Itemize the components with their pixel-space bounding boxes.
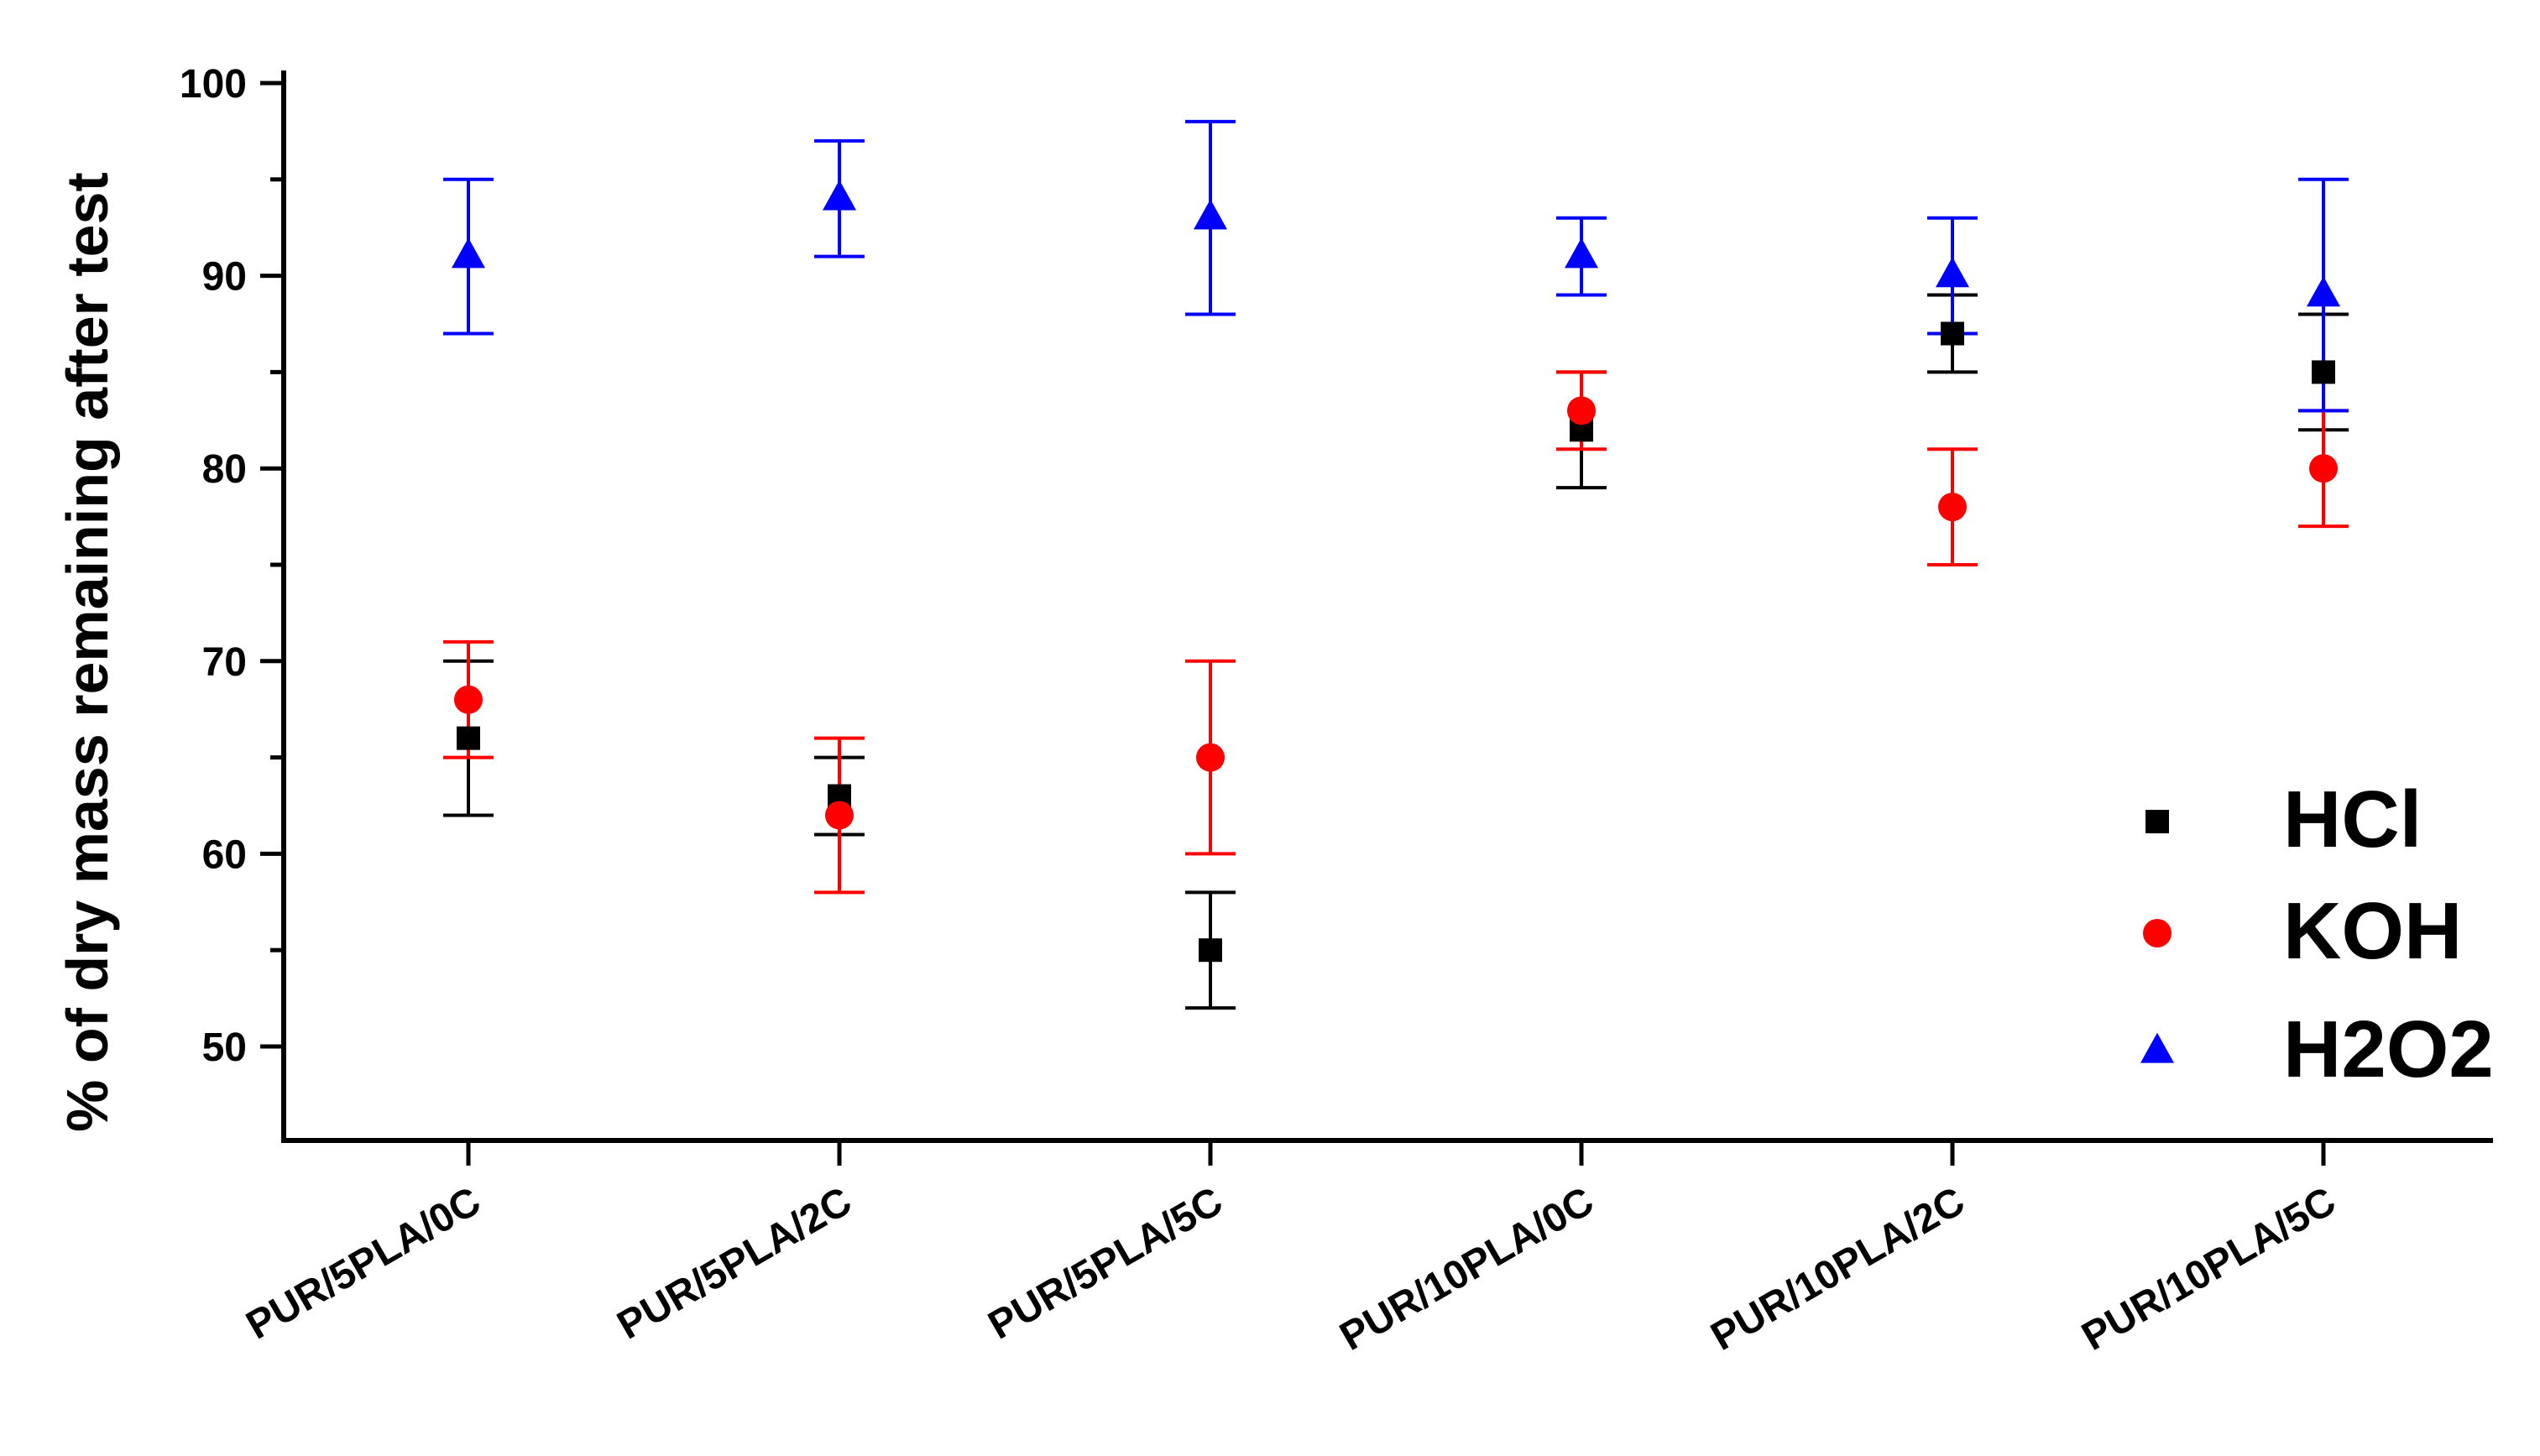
data-point-H2O2	[1565, 237, 1598, 269]
data-point-KOH	[454, 685, 483, 714]
legend-marker-KOH	[2143, 919, 2172, 947]
x-tick-label: PUR/10PLA/5C	[2075, 1179, 2344, 1359]
data-point-H2O2	[1194, 199, 1227, 230]
data-point-KOH	[825, 801, 854, 830]
data-point-HCl	[1199, 938, 1222, 963]
legend-marker-HCl	[2145, 810, 2169, 833]
y-tick-label: 100	[180, 62, 247, 107]
legend-label-H2O2: H2O2	[2283, 1005, 2494, 1094]
data-point-H2O2	[452, 237, 485, 269]
y-tick-label: 80	[202, 447, 247, 492]
data-point-HCl	[1941, 321, 1964, 346]
legend: HCl KOH H2O2	[2140, 775, 2494, 1094]
legend-marker-H2O2	[2140, 1032, 2174, 1063]
y-axis-title: % of dry mass remaining after test	[55, 172, 120, 1132]
data-point-H2O2	[1936, 257, 1969, 288]
error-bars	[443, 119, 2349, 1010]
x-tick-label: PUR/5PLA/0C	[239, 1179, 489, 1349]
y-tick-label: 50	[202, 1025, 247, 1070]
data-point-KOH	[1196, 743, 1225, 772]
data-point-KOH	[2309, 454, 2338, 483]
data-point-HCl	[2312, 360, 2335, 384]
axes	[281, 70, 2493, 1143]
data-point-KOH	[1567, 396, 1596, 425]
x-tick-label: PUR/5PLA/5C	[981, 1179, 1231, 1349]
x-tick-label: PUR/10PLA/2C	[1704, 1179, 1973, 1359]
legend-label-HCl: HCl	[2283, 775, 2422, 864]
data-point-H2O2	[2307, 276, 2340, 307]
data-point-H2O2	[823, 180, 856, 211]
x-tick-label: PUR/5PLA/2C	[610, 1179, 860, 1349]
y-tick-label: 60	[202, 832, 247, 877]
data-point-HCl	[457, 726, 480, 750]
y-tick-label: 70	[202, 640, 247, 685]
data-point-KOH	[1938, 493, 1967, 522]
y-tick-label: 90	[202, 255, 247, 300]
data-markers	[452, 180, 2340, 963]
ticks: 50 60 70 80 90 100 PUR/5PLA/0C PUR/5PLA/2C PUR/5…	[180, 62, 2344, 1359]
legend-label-KOH: KOH	[2283, 886, 2462, 976]
x-tick-label: PUR/10PLA/0C	[1333, 1179, 1602, 1359]
